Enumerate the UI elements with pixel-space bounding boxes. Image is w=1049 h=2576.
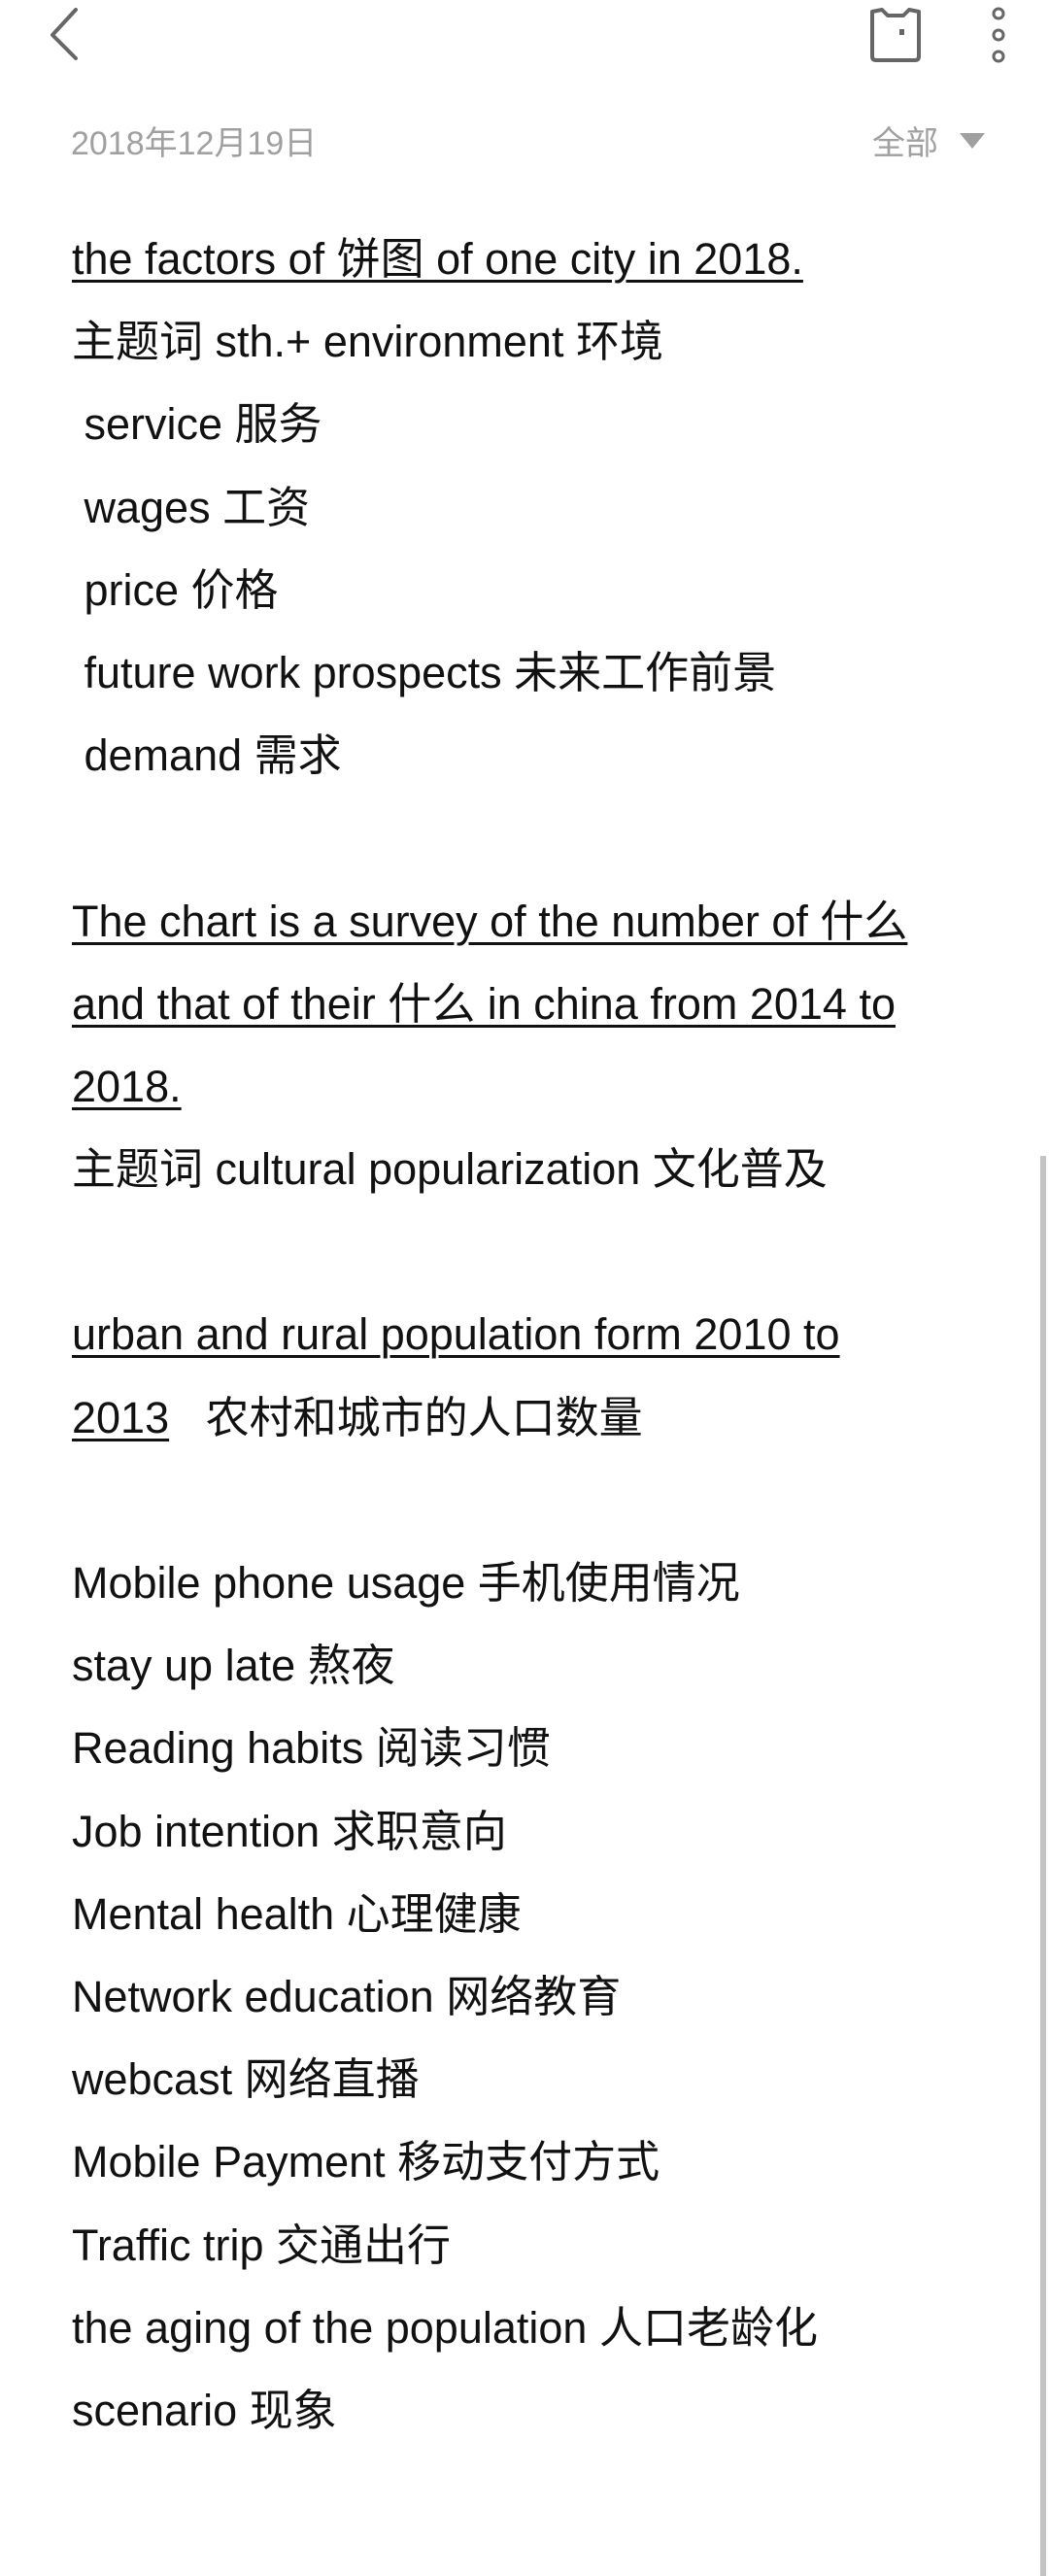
line-text: wages 工资 bbox=[72, 482, 311, 532]
note-line: 2013 农村和城市的人口数量 bbox=[72, 1376, 985, 1459]
line-text: stay up late 熬夜 bbox=[72, 1641, 395, 1691]
line-text: webcast 网络直播 bbox=[72, 2054, 420, 2105]
note-line: 主题词 cultural popularization 文化普及 bbox=[72, 1128, 985, 1210]
more-vertical-icon bbox=[992, 7, 1005, 63]
line-text: Network education 网络教育 bbox=[72, 1971, 622, 2021]
note-line: stay up late 熬夜 bbox=[72, 1624, 985, 1707]
line-text: demand 需求 bbox=[72, 730, 342, 781]
line-text: 主题词 sth.+ environment 环境 bbox=[72, 317, 663, 367]
note-line: wages 工资 bbox=[72, 466, 985, 549]
note-line: the aging of the population 人口老龄化 bbox=[72, 2287, 985, 2369]
note-line: Network education 网络教育 bbox=[72, 1955, 985, 2038]
note-line: webcast 网络直播 bbox=[72, 2038, 985, 2120]
note-line: Reading habits 阅读习惯 bbox=[72, 1707, 985, 1789]
line-text: Mental health 心理健康 bbox=[72, 1888, 522, 1939]
note-line: and that of their 什么 in china from 2014 … bbox=[72, 963, 985, 1045]
blank-line bbox=[72, 1210, 985, 1293]
back-button[interactable] bbox=[43, 6, 91, 60]
line-text: Reading habits 阅读习惯 bbox=[72, 1723, 551, 1774]
note-line: Mobile Payment 移动支付方式 bbox=[72, 2120, 985, 2203]
blank-line bbox=[72, 797, 985, 879]
underlined-text: the factors of 饼图 of one city in 2018. bbox=[72, 234, 803, 284]
filter-label: 全部 bbox=[872, 125, 938, 162]
note-body[interactable]: the factors of 饼图 of one city in 2018. 主题… bbox=[72, 218, 985, 2452]
underlined-text: and that of their 什么 in china from 2014 … bbox=[72, 978, 896, 1029]
note-line: Mobile phone usage 手机使用情况 bbox=[72, 1542, 985, 1624]
underlined-text: 2013 bbox=[72, 1392, 170, 1442]
note-line: The chart is a survey of the number of 什… bbox=[72, 880, 985, 963]
line-text: scenario 现象 bbox=[72, 2385, 337, 2435]
category-filter-dropdown[interactable]: 全部 bbox=[872, 117, 985, 164]
line-text: future work prospects 未来工作前景 bbox=[72, 647, 777, 697]
blank-line bbox=[72, 1459, 985, 1542]
note-line: Traffic trip 交通出行 bbox=[72, 2204, 985, 2287]
note-line: the factors of 饼图 of one city in 2018. bbox=[72, 218, 985, 300]
line-text: 农村和城市的人口数量 bbox=[169, 1392, 643, 1442]
note-line: Job intention 求职意向 bbox=[72, 1790, 985, 1873]
note-line: scenario 现象 bbox=[72, 2369, 985, 2452]
note-line: urban and rural population form 2010 to bbox=[72, 1293, 985, 1375]
note-line: price 价格 bbox=[72, 549, 985, 631]
underlined-text: The chart is a survey of the number of 什… bbox=[72, 896, 908, 946]
line-text: the aging of the population 人口老龄化 bbox=[72, 2302, 818, 2353]
chevron-left-icon bbox=[51, 8, 78, 60]
bookmark-icon bbox=[870, 8, 921, 62]
bookmark-button[interactable] bbox=[866, 2, 925, 64]
line-text: Mobile Payment 移动支付方式 bbox=[72, 2137, 660, 2187]
top-bar bbox=[0, 0, 1049, 78]
line-text: Mobile phone usage 手机使用情况 bbox=[72, 1558, 740, 1608]
more-options-button[interactable] bbox=[981, 4, 1016, 64]
note-line: 2018. bbox=[72, 1045, 985, 1128]
note-line: Mental health 心理健康 bbox=[72, 1873, 985, 1955]
line-text: service 服务 bbox=[72, 399, 322, 450]
underlined-text: urban and rural population form 2010 to bbox=[72, 1309, 840, 1360]
note-date: 2018年12月19日 bbox=[71, 125, 318, 162]
line-text: Job intention 求职意向 bbox=[72, 1806, 507, 1856]
note-line: service 服务 bbox=[72, 383, 985, 465]
line-text: price 价格 bbox=[72, 564, 279, 615]
note-line: demand 需求 bbox=[72, 714, 985, 797]
note-line: future work prospects 未来工作前景 bbox=[72, 631, 985, 714]
line-text: Traffic trip 交通出行 bbox=[72, 2220, 452, 2270]
scrollbar[interactable] bbox=[1040, 1156, 1046, 2576]
line-text: 主题词 cultural popularization 文化普及 bbox=[72, 1144, 828, 1195]
note-line: 主题词 sth.+ environment 环境 bbox=[72, 300, 985, 383]
dropdown-triangle-icon bbox=[960, 132, 985, 149]
underlined-text: 2018. bbox=[72, 1061, 182, 1111]
